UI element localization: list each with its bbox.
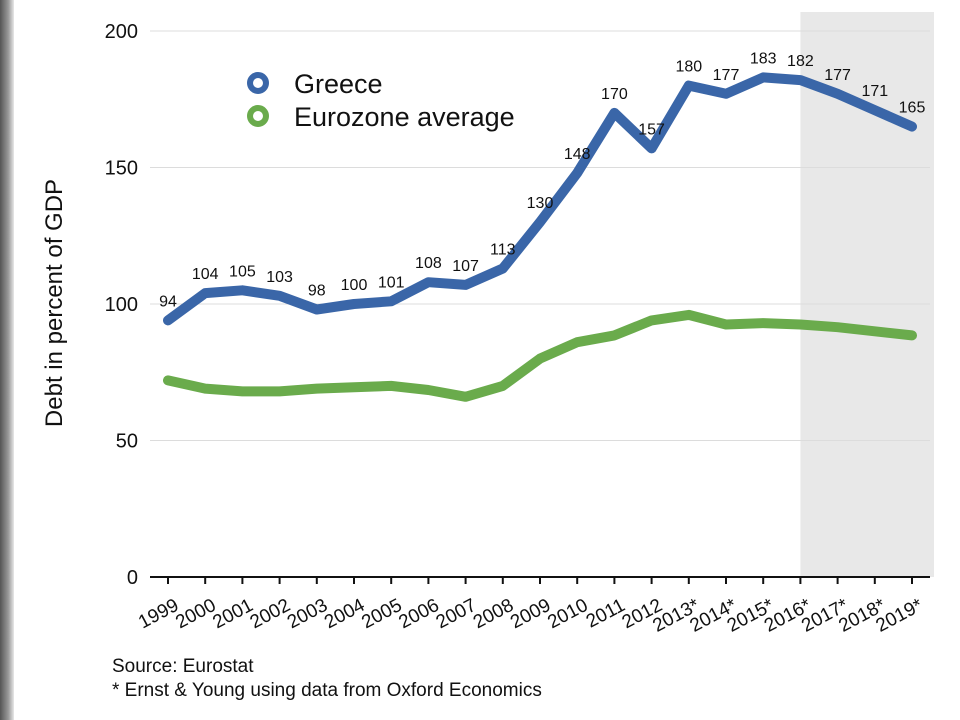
- footnote: * Ernst & Young using data from Oxford E…: [112, 680, 542, 701]
- data-label: 113: [490, 242, 516, 259]
- data-label: 100: [341, 277, 368, 294]
- data-label: 98: [308, 282, 326, 299]
- data-label: 170: [601, 86, 628, 103]
- data-label: 130: [527, 195, 554, 212]
- data-label: 165: [899, 100, 926, 117]
- y-tick-label: 150: [105, 158, 138, 180]
- data-label: 177: [713, 67, 740, 84]
- data-label: 148: [564, 146, 591, 163]
- data-label: 103: [266, 269, 293, 286]
- data-label: 180: [675, 59, 702, 76]
- data-label: 157: [638, 121, 665, 138]
- data-label: 105: [229, 263, 256, 280]
- legend-marker: [247, 105, 269, 127]
- data-label: 108: [415, 255, 442, 272]
- frame-shadow: [0, 0, 14, 720]
- source-note: Source: Eurostat: [112, 656, 254, 677]
- data-labels: 94 104 105 103 98 100 101 108 107 113 130 148 170 157…: [159, 50, 925, 310]
- y-tick-label: 200: [105, 21, 138, 43]
- data-label: 101: [378, 274, 405, 291]
- legend-marker: [247, 72, 269, 94]
- y-axis-label: Debt in percent of GDP: [41, 179, 68, 427]
- data-label: 107: [452, 258, 479, 275]
- series-lines: [163, 72, 917, 402]
- data-label: 182: [787, 53, 814, 70]
- data-label: 171: [861, 83, 888, 100]
- series-line-greece: [163, 72, 917, 326]
- data-label: 177: [824, 67, 851, 84]
- gridlines: [150, 30, 930, 441]
- data-label: 94: [159, 293, 177, 310]
- y-tick-label: 50: [116, 431, 138, 453]
- data-label: 183: [750, 50, 777, 67]
- data-label: 104: [192, 266, 219, 283]
- y-tick-label: 0: [127, 567, 138, 589]
- y-tick-label: 100: [105, 294, 138, 316]
- legend-label: Eurozone average: [294, 102, 515, 132]
- series-line-eurozone: [163, 309, 917, 402]
- legend-label: Greece: [294, 69, 383, 99]
